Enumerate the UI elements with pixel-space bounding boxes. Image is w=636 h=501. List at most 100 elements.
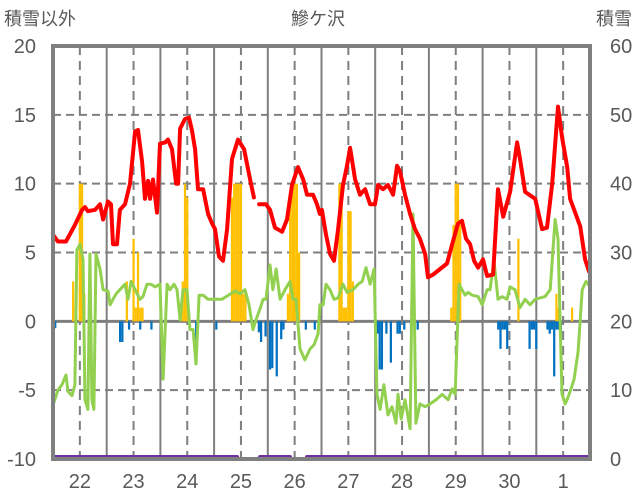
blue-bars-bar [553,321,556,377]
x-tick-label: 30 [498,471,520,493]
x-tick-label: 23 [122,471,144,493]
orange-bars-bar [183,183,187,322]
blue-bars-bar [380,321,384,370]
orange-bars-bar [78,183,81,322]
blue-bars-bar [119,321,122,342]
orange-bars-bar [186,197,189,322]
orange-bars-bar [344,307,348,322]
orange-bars-bar [136,252,140,322]
blue-bars-bar [376,321,379,334]
blue-bars-bar [268,321,272,370]
chart-title: 鰺ケ沢 [291,9,345,30]
orange-bars-bar [286,293,290,322]
orange-bars-bar [139,307,142,322]
blue-bars-bar [528,321,531,349]
left-tick-label: 5 [25,243,36,265]
x-tick-label: 25 [230,471,252,493]
left-tick-label: 0 [25,311,36,333]
orange-bars-bar [351,281,354,322]
right-tick-label: 40 [610,174,632,196]
blue-bars-bar [546,321,549,330]
orange-bars-bar [291,183,294,322]
x-tick-label: 24 [176,471,198,493]
orange-bars-bar [237,183,240,322]
red-line-series [257,104,592,280]
left-tick-label: 10 [14,174,36,196]
blue-bars-bar [403,321,406,330]
x-tick-label: 27 [337,471,359,493]
red-line-series [51,115,256,263]
blue-bars-bar [150,321,153,330]
right-tick-label: 10 [610,380,632,402]
right-tick-label: 60 [610,36,632,58]
orange-bars-bar [235,183,238,322]
orange-bars-bar [289,197,292,322]
orange-bars-bar [141,307,144,322]
blue-bars-bar [550,321,554,330]
orange-bars-bar [555,293,558,322]
blue-bars-bar [139,321,142,330]
orange-bars-bar [72,281,75,322]
left-tick-label: -5 [18,380,36,402]
blue-bars-bar [215,321,218,330]
blue-bars-bar [54,321,57,329]
x-tick-label: 28 [391,471,413,493]
orange-bars-bar [456,183,460,322]
orange-bars-bar [242,293,245,322]
left-axis-title: 積雪以外 [4,9,76,30]
blue-bars-bar [535,321,538,349]
orange-bars-bar [134,307,137,322]
blue-bars-bar [385,321,388,334]
orange-bars-bar [450,307,453,322]
blue-bars-bar [259,321,263,342]
orange-bars-bar [570,307,574,322]
orange-bars-bar [125,281,128,322]
orange-bars-bar [244,293,247,322]
left-tick-label: 15 [14,105,36,127]
blue-bars-bar [548,321,551,334]
blue-bars-bar [530,321,533,330]
right-tick-label: 0 [610,449,621,471]
orange-bars-bar [295,183,299,322]
orange-bars-bar [293,183,296,322]
blue-bars-bar [532,321,536,330]
blue-bars-bar [264,321,267,337]
blue-bars-bar [501,321,504,330]
orange-bars-bar [349,211,352,322]
blue-bars-bar [280,321,283,340]
bars [54,183,574,377]
plot-frame [51,44,592,461]
orange-bars-bar [338,183,341,322]
x-tick-label: 29 [445,471,467,493]
right-axis-title: 積雪 [596,9,632,30]
blue-bars-bar [497,321,500,330]
blue-bars-bar [396,321,399,334]
left-tick-label: -10 [7,449,36,471]
blue-bars-bar [555,321,558,330]
blue-bars-bar [271,321,274,369]
orange-bars-bar [347,211,350,322]
blue-bars-bar [304,321,307,330]
blue-bars-bar [557,321,560,330]
orange-bars-bar [239,183,243,322]
x-tick-label: 1 [558,471,569,493]
blue-bars-bar [121,321,124,342]
blue-bars-bar [378,321,381,370]
orange-bars-bar [452,224,455,322]
right-tick-label: 30 [610,243,632,265]
blue-bars-bar [275,321,278,377]
orange-bars-bar [459,224,462,322]
blue-bars-bar [503,321,507,330]
right-tick-label: 50 [610,105,632,127]
right-tick-label: 20 [610,311,632,333]
orange-bars-bar [517,238,520,322]
blue-bars-bar [313,321,316,330]
orange-bars-bar [298,252,301,322]
blue-bars-bar [389,321,392,363]
orange-bars-bar [342,307,345,322]
orange-bars-bar [230,197,234,322]
blue-bars-bar [416,321,419,330]
orange-bars-bar [454,183,457,322]
